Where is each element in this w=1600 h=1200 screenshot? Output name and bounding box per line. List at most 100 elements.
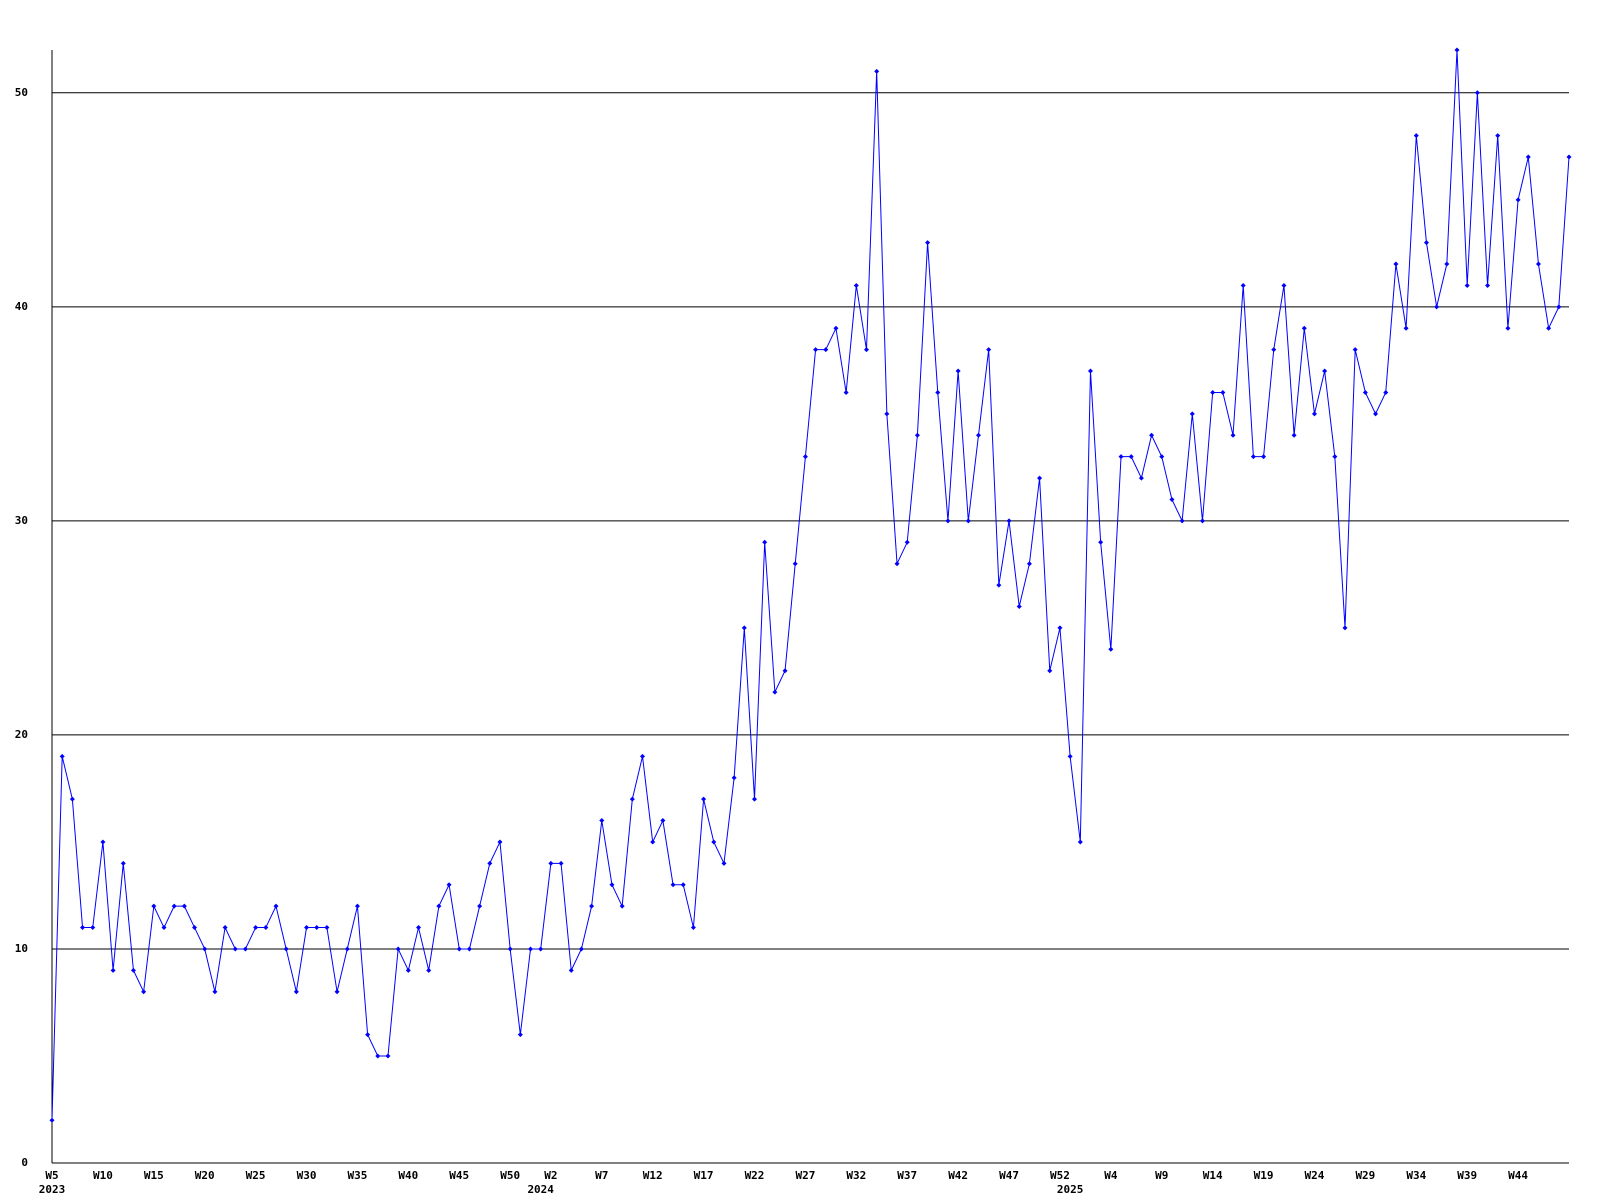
data-point [945,518,951,524]
data-point [517,1032,523,1038]
data-point [1057,625,1063,631]
data-point [69,796,75,802]
data-point [1515,197,1521,203]
x-year-label: 2023 [39,1183,66,1196]
data-point [1149,432,1155,438]
data-point [405,967,411,973]
data-point [242,946,248,952]
x-tick-label: W47 [999,1169,1019,1182]
data-point [436,903,442,909]
data-point [548,860,554,866]
data-point [1047,668,1053,674]
data-point [212,989,218,995]
data-point [772,689,778,695]
data-point [599,818,605,824]
data-point [660,818,666,824]
y-tick-label: 0 [21,1156,28,1169]
data-point [1118,454,1124,460]
data-point [528,946,534,952]
data-point [263,925,269,931]
data-point [1067,753,1073,759]
data-point [141,989,147,995]
data-point [975,432,981,438]
data-point [629,796,635,802]
x-tick-label: W17 [694,1169,714,1182]
data-point [1261,454,1267,460]
x-tick-label: W34 [1406,1169,1426,1182]
data-point [375,1053,381,1059]
data-point [1108,646,1114,652]
x-tick-label: W25 [246,1169,266,1182]
data-point [456,946,462,952]
x-tick-label: W40 [398,1169,418,1182]
data-point [1413,133,1419,139]
data-point [192,925,198,931]
x-tick-label: W7 [595,1169,608,1182]
data-point [578,946,584,952]
x-tick-label: W35 [347,1169,367,1182]
data-point [1566,154,1572,160]
x-tick-label: W19 [1254,1169,1274,1182]
data-point [1189,411,1195,417]
data-point [1087,368,1093,374]
x-tick-label: W44 [1508,1169,1528,1182]
data-point [538,946,544,952]
series-line [51,49,1570,1121]
data-point [466,946,472,952]
data-point [853,282,859,288]
data-point [497,839,503,845]
data-point [701,796,707,802]
data-point [273,903,279,909]
x-year-label: 2024 [527,1183,554,1196]
x-tick-label: W29 [1355,1169,1375,1182]
data-point [558,860,564,866]
data-point [293,989,299,995]
data-point [1444,261,1450,267]
data-point [171,903,177,909]
data-point [1250,454,1256,460]
x-tick-label: W12 [643,1169,663,1182]
x-tick-label: W30 [297,1169,317,1182]
data-point [650,839,656,845]
x-tick-label: W50 [500,1169,520,1182]
data-point [1037,475,1043,481]
data-point [1077,839,1083,845]
data-point [1505,325,1511,331]
x-tick-label: W20 [195,1169,215,1182]
data-point [935,389,941,395]
x-tick-label: W45 [449,1169,469,1182]
data-point [782,668,788,674]
data-point [334,989,340,995]
x-tick-label: W10 [93,1169,113,1182]
data-point [1006,518,1012,524]
data-point [161,925,167,931]
data-point [914,432,920,438]
data-point [1026,561,1032,567]
data-point [568,967,574,973]
x-year-label: 2025 [1057,1183,1084,1196]
data-point [752,796,758,802]
data-point [304,925,310,931]
x-tick-label: W37 [897,1169,917,1182]
x-tick-label: W32 [846,1169,866,1182]
data-point [1464,282,1470,288]
y-tick-label: 30 [15,514,28,527]
data-point [49,1117,55,1123]
data-point [680,882,686,888]
data-point [446,882,452,888]
x-tick-label: W4 [1104,1169,1118,1182]
data-point [1240,282,1246,288]
data-point [1159,454,1165,460]
data-point [813,347,819,353]
data-point [640,753,646,759]
data-point [1230,432,1236,438]
x-tick-label: W9 [1155,1169,1168,1182]
data-point [120,860,126,866]
data-point [833,325,839,331]
data-point [283,946,289,952]
data-point [365,1032,371,1038]
data-point [843,389,849,395]
data-point [1016,604,1022,609]
data-point [589,903,595,909]
